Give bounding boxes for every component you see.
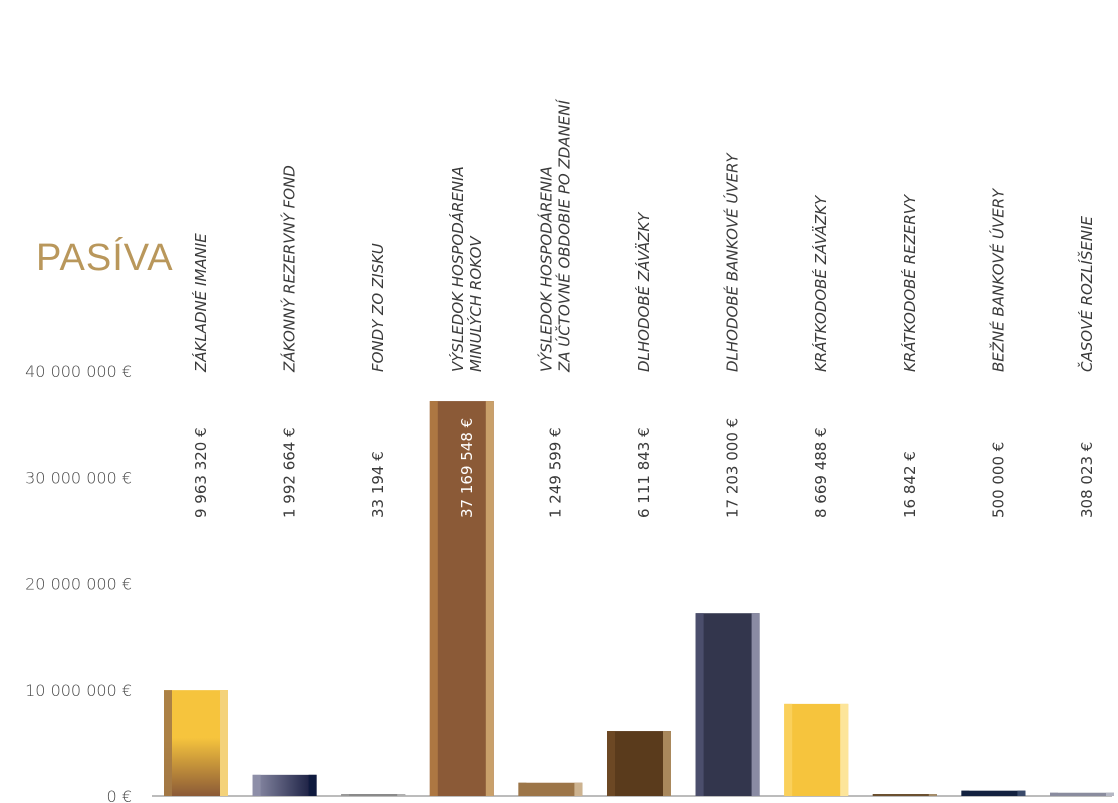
category-label: DLHODOBÉ BANKOVÉ ÚVERY (723, 151, 742, 372)
y-tick-label: 10 000 000 € (25, 681, 132, 700)
bar (695, 613, 760, 796)
bar-left-edge (341, 794, 350, 796)
bar-left-edge (695, 613, 704, 796)
bar-body (429, 401, 494, 796)
value-label: 6 111 843 € (635, 427, 653, 518)
category-label: VÝSLEDOK HOSPODÁRENIA (536, 166, 555, 372)
bar-right-edge (485, 401, 494, 796)
category-label: KRÁTKODOBÉ ZÁVÄZKY (811, 194, 830, 372)
bar-right-edge (840, 703, 849, 796)
bar-body (695, 613, 760, 796)
y-axis: 0 € 10 000 000 € 20 000 000 € 30 000 000 € 4… (25, 362, 132, 803)
bar (429, 401, 494, 796)
value-label: 17 203 000 € (724, 418, 742, 518)
category-label: ČASOVÉ ROZLÍŠENIE (1077, 216, 1096, 372)
category-label: DLHODOBÉ ZÁVÄZKY (634, 211, 653, 372)
bar-right-edge (574, 782, 583, 796)
bar (607, 731, 671, 796)
bar-left-edge (164, 690, 172, 796)
value-label: 1 992 664 € (281, 427, 299, 518)
bar-left-edge (1050, 792, 1058, 796)
value-label: 8 669 488 € (812, 427, 830, 518)
bar-right-edge (220, 690, 228, 796)
category-label: ZÁKLADNÉ IMANIE (191, 233, 210, 373)
chart-title: PASÍVA (36, 236, 174, 279)
bar-body (872, 794, 937, 796)
bar (252, 774, 317, 796)
category-label: ZÁKONNÝ REZERVNÝ FOND (280, 165, 299, 373)
bar-right-edge (308, 774, 317, 796)
bar-right-edge (751, 613, 760, 796)
value-label: 33 194 € (369, 451, 387, 518)
value-label: 9 963 320 € (192, 427, 210, 518)
bar (961, 790, 1026, 796)
category-label: FONDY ZO ZISKU (369, 243, 387, 372)
bar-body (961, 790, 1026, 796)
bar-left-edge (252, 774, 261, 796)
bar (164, 690, 228, 796)
bar-left-edge (518, 782, 527, 796)
category-label: BEŽNÉ BANKOVÉ ÚVERY (988, 187, 1007, 372)
bar (784, 703, 849, 796)
category-label: ZA ÚČTOVNÉ OBDOBIE PO ZDANENÍ (554, 99, 573, 373)
value-label: 16 842 € (901, 451, 919, 518)
bar-right-edge (397, 794, 406, 796)
bar-body (1050, 792, 1114, 796)
y-tick-label: 40 000 000 € (25, 362, 132, 381)
y-tick-label: 0 € (107, 787, 132, 803)
bar-left-edge (429, 401, 438, 796)
bar (1050, 792, 1114, 796)
y-tick-label: 30 000 000 € (25, 468, 132, 487)
bar (341, 794, 406, 796)
y-tick-label: 20 000 000 € (25, 575, 132, 594)
value-label: 308 023 € (1078, 442, 1096, 518)
category-labels-group: ZÁKLADNÉ IMANIE ZÁKONNÝ REZERVNÝ FOND FOND… (191, 99, 1096, 373)
bar (518, 782, 583, 796)
bar-body (518, 782, 583, 796)
bar-right-edge (928, 794, 937, 796)
bars-group (164, 401, 1114, 796)
category-label: KRÁTKODOBÉ REZERVY (900, 193, 919, 372)
bar-body (164, 690, 228, 796)
bar-body (341, 794, 406, 796)
bar-left-edge (961, 790, 970, 796)
value-label: 37 169 548 € (458, 418, 476, 518)
value-label: 1 249 599 € (546, 427, 564, 518)
value-label: 500 000 € (989, 442, 1007, 518)
bar-right-edge (663, 731, 671, 796)
category-label: VÝSLEDOK HOSPODÁRENIA (448, 166, 467, 372)
category-label: MINULÝCH ROKOV (466, 235, 485, 372)
bar-left-edge (872, 794, 881, 796)
bar-right-edge (1106, 792, 1114, 796)
bar-body (252, 774, 317, 796)
bar (872, 794, 937, 796)
bar-right-edge (1017, 790, 1026, 796)
bar-left-edge (607, 731, 615, 796)
bar-body (784, 703, 849, 796)
bar-left-edge (784, 703, 793, 796)
value-labels-group: 9 963 320 € 1 992 664 € 33 194 € 37 169 548… (192, 418, 1096, 518)
bar-body (607, 731, 671, 796)
